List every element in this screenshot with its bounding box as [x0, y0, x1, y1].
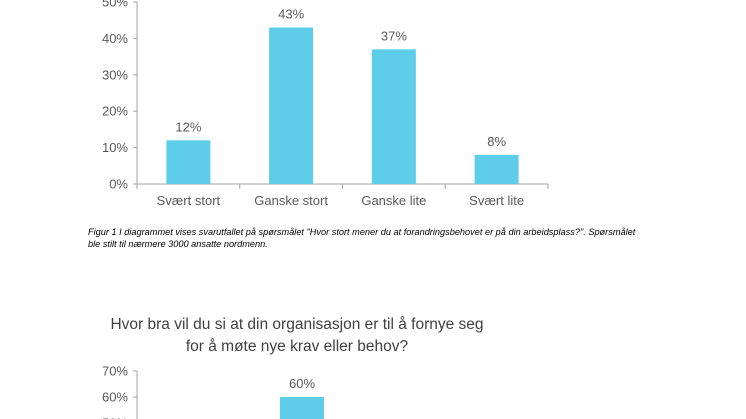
data-label: 37%: [381, 28, 407, 43]
y-tick-label: 30%: [102, 67, 128, 82]
data-label: 8%: [487, 134, 506, 149]
bar: [269, 27, 314, 185]
x-tick-label: Ganske lite: [361, 193, 426, 208]
chart-2-title: Hvor bra vil du si at din organisasjon e…: [110, 316, 484, 355]
y-tick-label: 40%: [102, 31, 128, 46]
bar: [474, 154, 519, 184]
y-tick-label: 50%: [102, 0, 128, 10]
data-label: 43%: [278, 6, 304, 21]
y-tick-label: 20%: [102, 104, 128, 119]
x-tick-label: Ganske stort: [254, 193, 328, 208]
x-tick-label: Svært stort: [157, 193, 221, 208]
data-label: 12%: [175, 119, 201, 134]
y-tick-label: 10%: [102, 140, 128, 155]
y-tick-label: 0%: [109, 177, 128, 192]
bar: [371, 49, 416, 184]
data-label: 60%: [289, 376, 315, 391]
y-tick-label: 60%: [102, 390, 128, 405]
y-tick-label: 70%: [102, 364, 128, 379]
y-tick-label: 50%: [102, 416, 128, 419]
x-tick-label: Svært lite: [469, 193, 524, 208]
chart-1: 0% 10% 20% 30% 40% 50% 12% Svært stort 43% Ganske…: [102, 0, 549, 208]
bar: [166, 140, 211, 184]
bar: [280, 397, 324, 419]
figure-caption: Figur 1 I diagrammet vises svarutfallet …: [88, 227, 636, 249]
